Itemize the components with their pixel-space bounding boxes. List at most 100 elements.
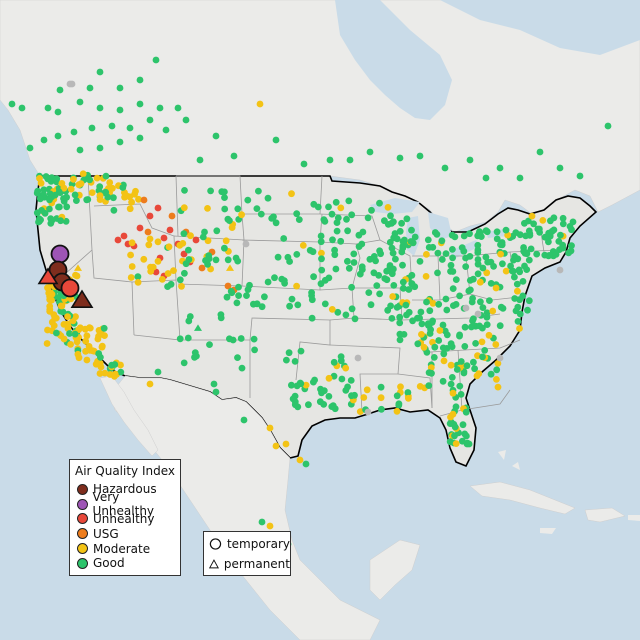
station-markers — [8, 56, 612, 548]
station-marker — [176, 335, 184, 343]
station-marker — [70, 175, 77, 183]
station-marker — [496, 354, 504, 362]
hispaniola — [584, 507, 626, 523]
station-marker — [73, 338, 81, 346]
station-marker — [210, 380, 218, 388]
station-marker — [401, 236, 408, 244]
station-marker — [165, 243, 173, 251]
station-marker — [321, 300, 329, 308]
station-marker — [404, 389, 412, 396]
station-marker — [250, 335, 258, 343]
station-marker — [180, 359, 188, 367]
station-marker — [493, 366, 501, 374]
station-marker — [77, 180, 85, 188]
station-marker — [493, 228, 501, 236]
station-marker — [576, 172, 584, 180]
station-marker — [407, 238, 415, 245]
moderate-swatch-icon — [77, 543, 88, 555]
station-marker — [199, 233, 207, 241]
station-marker — [135, 195, 142, 203]
station-marker — [274, 253, 282, 261]
very-unhealthy-swatch-icon — [77, 498, 88, 510]
station-marker — [502, 267, 510, 275]
station-marker — [54, 108, 62, 116]
station-marker — [390, 282, 398, 289]
station-marker — [452, 276, 460, 283]
station-marker — [350, 250, 358, 258]
station-marker — [387, 212, 394, 220]
station-marker — [479, 324, 486, 332]
station-marker — [66, 330, 73, 337]
station-marker — [244, 196, 252, 204]
station-marker — [377, 394, 385, 402]
station-marker — [147, 268, 155, 275]
station-marker — [213, 227, 221, 235]
very-unhealthy-station-marker — [50, 244, 70, 264]
station-marker — [496, 322, 504, 330]
triangle-icon — [209, 558, 219, 568]
station-marker — [297, 380, 305, 388]
station-marker — [456, 292, 463, 300]
station-marker — [400, 284, 407, 292]
station-marker — [154, 238, 162, 246]
station-marker — [224, 256, 232, 264]
station-marker — [119, 184, 127, 191]
station-marker — [462, 408, 470, 416]
station-marker — [474, 260, 482, 268]
station-marker — [240, 416, 248, 424]
station-marker — [530, 220, 537, 228]
station-marker — [71, 330, 79, 338]
station-marker — [192, 236, 200, 244]
station-marker — [60, 198, 68, 205]
station-marker — [289, 395, 297, 403]
station-marker — [293, 282, 300, 290]
station-marker — [164, 270, 172, 277]
station-marker — [97, 353, 104, 361]
station-marker — [288, 190, 295, 198]
station-marker — [550, 214, 558, 222]
station-marker — [48, 290, 56, 298]
station-marker — [221, 244, 228, 252]
station-marker — [302, 460, 310, 468]
station-marker — [296, 456, 304, 464]
station-marker — [345, 264, 353, 272]
station-marker — [568, 226, 575, 234]
station-marker — [519, 278, 527, 285]
station-marker — [106, 371, 114, 378]
station-marker — [136, 76, 144, 84]
station-marker — [416, 258, 424, 265]
station-marker — [414, 340, 422, 348]
station-marker — [466, 277, 474, 284]
station-marker — [176, 276, 184, 284]
station-marker — [235, 292, 243, 299]
station-marker — [343, 215, 350, 223]
station-marker — [458, 244, 466, 252]
station-marker — [344, 257, 351, 265]
station-marker — [435, 337, 443, 344]
station-marker — [187, 232, 194, 240]
station-marker — [294, 301, 302, 309]
station-marker — [420, 343, 428, 351]
station-marker — [376, 247, 383, 255]
station-marker — [483, 269, 491, 277]
station-marker — [408, 226, 415, 234]
station-marker — [347, 377, 355, 384]
station-marker — [425, 382, 433, 389]
station-marker — [447, 340, 455, 347]
station-marker — [483, 228, 491, 236]
station-marker — [514, 318, 522, 325]
station-marker — [443, 306, 451, 314]
station-marker — [96, 196, 104, 204]
station-marker — [449, 285, 457, 292]
station-marker — [447, 413, 454, 421]
station-marker — [376, 290, 383, 298]
station-marker — [126, 205, 134, 213]
station-marker — [424, 320, 432, 328]
hazardous-permanent-station-marker — [70, 289, 94, 309]
station-marker — [497, 303, 505, 311]
station-marker — [331, 246, 338, 254]
station-marker — [57, 302, 65, 310]
station-marker — [397, 383, 404, 391]
station-marker — [332, 265, 340, 273]
